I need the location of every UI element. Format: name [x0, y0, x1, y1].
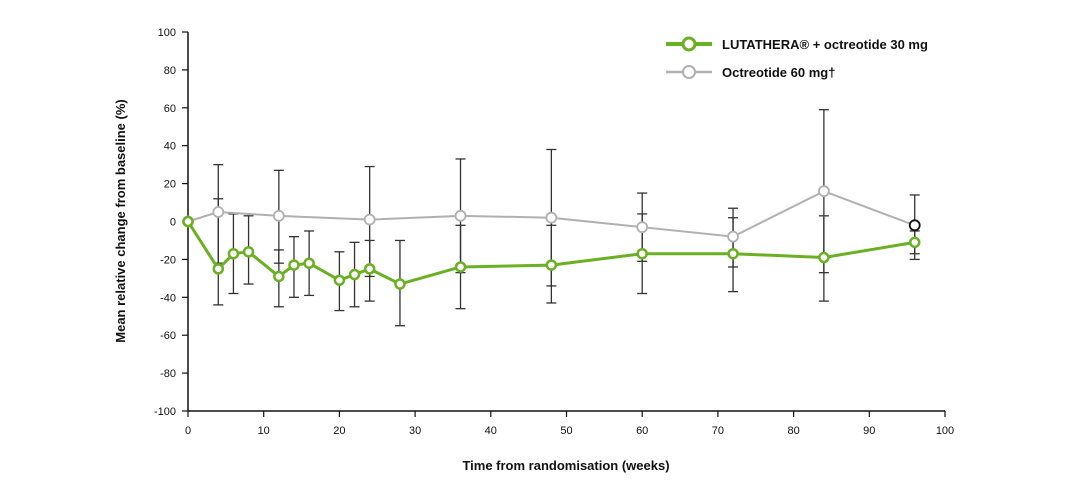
x-tick-label: 10	[258, 425, 270, 437]
legend-marker	[681, 36, 697, 52]
y-tick-label: -60	[160, 330, 176, 342]
data-point	[454, 261, 467, 273]
data-point	[227, 247, 240, 260]
data-point	[333, 274, 346, 286]
y-tick-label: 0	[170, 217, 176, 229]
data-point	[182, 215, 194, 228]
data-point	[273, 270, 285, 283]
x-tick-label: 70	[712, 425, 724, 437]
x-tick-label: 60	[636, 425, 648, 437]
data-point	[817, 185, 830, 198]
x-tick-label: 20	[333, 425, 345, 437]
data-point	[363, 213, 376, 226]
x-tick-label: 40	[485, 425, 497, 437]
data-point	[545, 259, 558, 271]
data-point	[348, 268, 361, 281]
y-axis-label: Mean relative change from baseline (%)	[113, 99, 128, 342]
y-tick-label: 40	[164, 141, 176, 153]
x-tick-label: 0	[185, 425, 191, 437]
data-point	[454, 209, 467, 222]
legend-marker	[682, 65, 696, 79]
y-tick-label: 60	[164, 103, 176, 115]
x-tick-label: 100	[936, 425, 954, 437]
data-point	[394, 278, 406, 290]
y-tick-label: 80	[164, 65, 176, 77]
data-point	[636, 221, 649, 234]
data-point	[272, 209, 285, 222]
data-point	[545, 211, 558, 224]
x-axis-label: Time from randomisation (weeks)	[462, 458, 669, 473]
y-tick-label: -100	[154, 406, 176, 418]
x-tick-label: 80	[787, 425, 799, 437]
data-point	[818, 251, 830, 264]
data-point	[727, 247, 739, 260]
legend-label: LUTATHERA® + octreotide 30 mg	[722, 37, 928, 52]
data-point	[363, 263, 376, 275]
y-tick-label: -40	[160, 292, 176, 304]
x-tick-label: 90	[863, 425, 875, 437]
data-point	[303, 257, 315, 269]
y-tick-label: -80	[160, 368, 176, 380]
data-point	[636, 247, 648, 260]
data-point	[242, 246, 255, 258]
data-point	[212, 263, 225, 275]
y-tick-label: -20	[160, 254, 176, 266]
y-tick-label: 20	[164, 179, 176, 191]
data-point	[212, 206, 225, 218]
y-tick-label: 100	[158, 27, 176, 39]
x-tick-label: 30	[409, 425, 421, 437]
data-point	[908, 219, 921, 232]
data-point	[288, 259, 300, 271]
data-point	[908, 236, 921, 249]
data-point	[727, 230, 739, 243]
series-line	[187, 190, 916, 238]
legend-label: Octreotide 60 mg†	[722, 65, 835, 80]
x-tick-label: 50	[560, 425, 572, 437]
